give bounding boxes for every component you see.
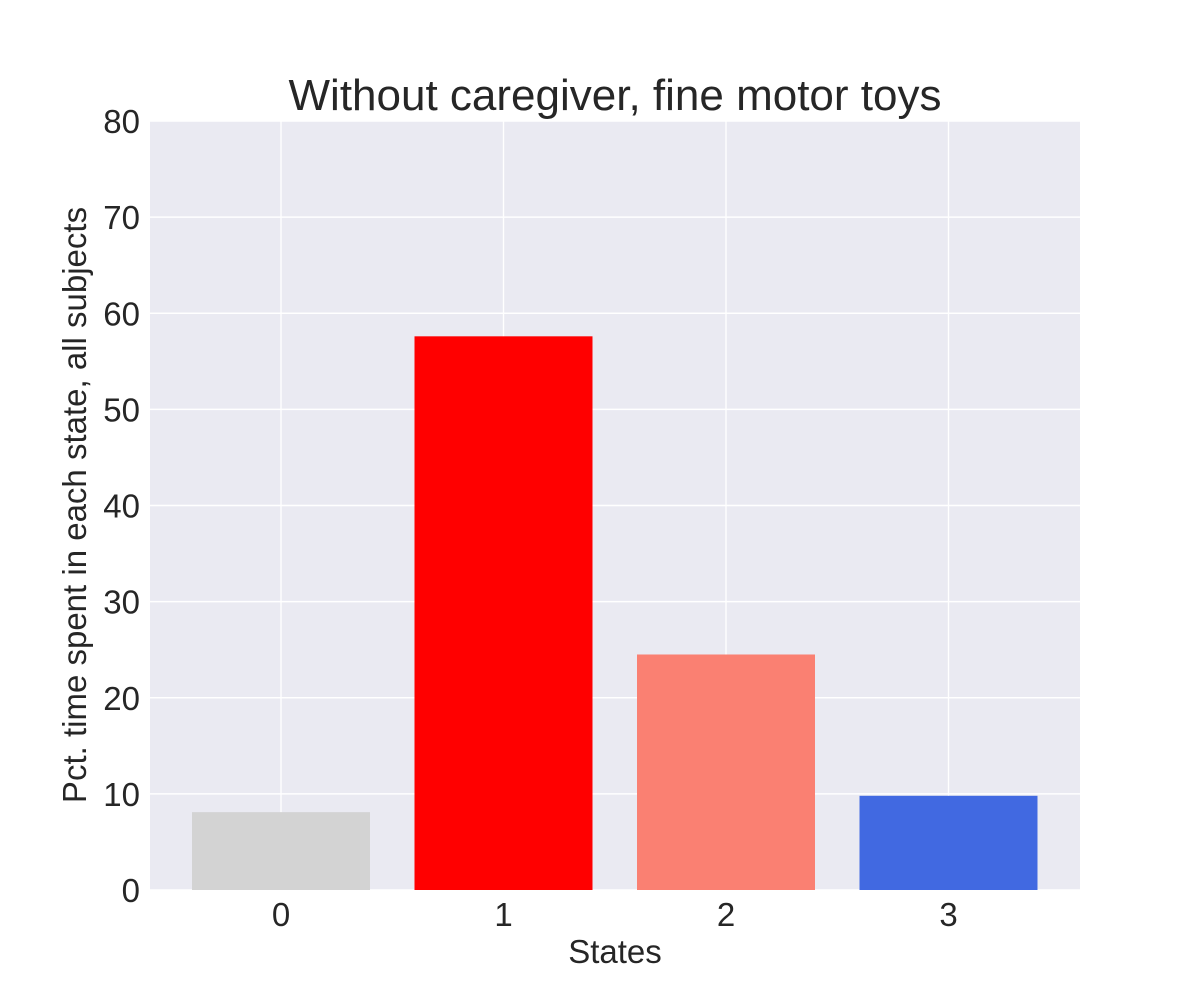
y-tick-label: 50 bbox=[103, 391, 140, 428]
x-tick-label: 0 bbox=[272, 896, 290, 933]
chart-title: Without caregiver, fine motor toys bbox=[289, 71, 942, 120]
x-axis-ticks: 0 1 2 3 bbox=[272, 896, 958, 933]
bars bbox=[192, 336, 1038, 890]
y-tick-label: 0 bbox=[122, 872, 140, 909]
y-tick-label: 40 bbox=[103, 488, 140, 525]
y-tick-label: 20 bbox=[103, 680, 140, 717]
bar-state-3 bbox=[859, 795, 1038, 890]
bar-state-0 bbox=[192, 812, 370, 890]
y-axis-label: Pct. time spent in each state, all subje… bbox=[56, 207, 93, 803]
y-tick-label: 80 bbox=[103, 103, 140, 140]
bar-state-1 bbox=[414, 336, 593, 890]
y-tick-label: 30 bbox=[103, 584, 140, 621]
y-tick-label: 60 bbox=[103, 295, 140, 332]
y-axis-ticks: 0 10 20 30 40 50 60 70 80 bbox=[103, 103, 140, 909]
x-tick-label: 1 bbox=[494, 896, 512, 933]
x-tick-label: 2 bbox=[717, 896, 735, 933]
x-axis-label: States bbox=[568, 933, 662, 970]
x-tick-label: 3 bbox=[939, 896, 957, 933]
y-tick-label: 70 bbox=[103, 199, 140, 236]
y-tick-label: 10 bbox=[103, 776, 140, 813]
bar-state-2 bbox=[637, 654, 815, 890]
